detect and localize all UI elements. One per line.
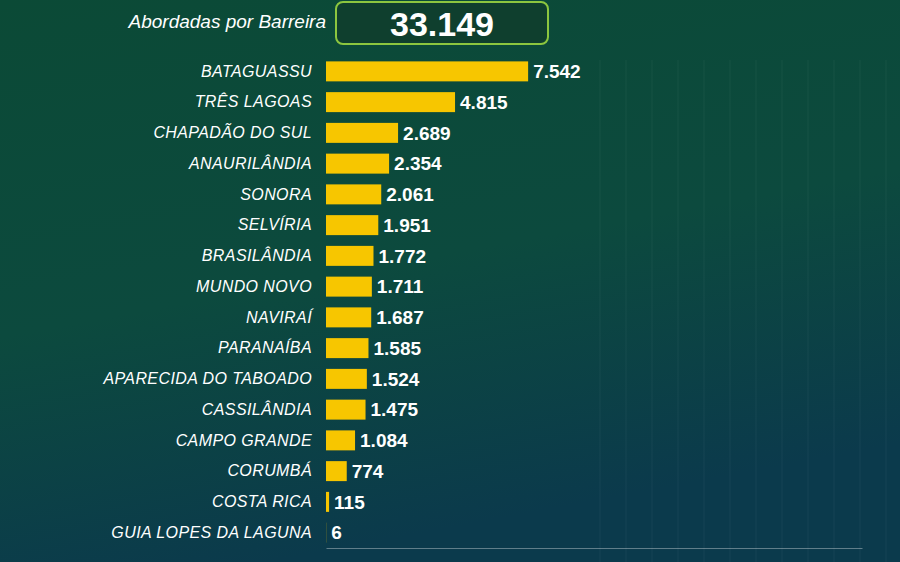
- data-label: 1.524: [372, 369, 420, 390]
- total-box: 33.149: [336, 2, 548, 44]
- title: Abordadas por Barreira: [128, 11, 327, 32]
- y-tick: CAMPO GRANDE: [176, 431, 312, 448]
- category-label: MUNDO NOVO: [196, 278, 312, 295]
- data-label: 1.772: [378, 246, 426, 267]
- y-tick: CASSILÂNDIA: [202, 400, 312, 418]
- bar: [326, 400, 366, 420]
- data-labels: 7.542 4.815 2.689 2.354 2.061 1.951 1.772 1.711…: [331, 61, 581, 543]
- stripe: [704, 60, 705, 562]
- category-label: CASSILÂNDIA: [202, 400, 312, 418]
- y-tick: SELVÍRIA: [238, 215, 312, 233]
- decoration: [600, 60, 886, 562]
- bar: [326, 215, 378, 235]
- data-label: 4.815: [460, 92, 508, 113]
- category-label: CAMPO GRANDE: [176, 431, 312, 448]
- y-tick: SONORA: [240, 185, 312, 202]
- bar: [326, 246, 373, 266]
- category-label: TRÊS LAGOAS: [195, 92, 312, 110]
- stripe: [600, 60, 601, 562]
- y-tick: TRÊS LAGOAS: [195, 92, 312, 110]
- category-label: BRASILÂNDIA: [202, 246, 312, 264]
- category-label: GUIA LOPES DA LAGUNA: [111, 524, 312, 541]
- bar: [326, 277, 372, 297]
- data-label: 2.354: [394, 153, 442, 174]
- bar: [326, 61, 528, 81]
- y-tick: MUNDO NOVO: [196, 278, 312, 295]
- stripe: [834, 60, 835, 562]
- data-label: 1.475: [371, 399, 419, 420]
- category-label: ANAURILÂNDIA: [188, 154, 312, 172]
- bar: [326, 154, 389, 174]
- data-label: 1.084: [360, 430, 408, 451]
- stripe: [886, 60, 887, 562]
- bar: [326, 523, 327, 543]
- stripe: [756, 60, 757, 562]
- data-label: 1.585: [373, 338, 421, 359]
- bar: [326, 123, 398, 143]
- y-tick: CHAPADÃO DO SUL: [153, 123, 312, 141]
- data-label: 1.687: [376, 307, 424, 328]
- stripe: [626, 60, 627, 562]
- bar: [326, 492, 329, 512]
- category-label: PARANAÍBA: [218, 338, 312, 356]
- stripe: [652, 60, 653, 562]
- data-label: 1.951: [383, 215, 431, 236]
- category-label: COSTA RICA: [212, 493, 312, 510]
- y-tick: APARECIDA DO TABOADO: [102, 370, 312, 387]
- y-tick: CORUMBÁ: [227, 461, 312, 479]
- data-label: 2.061: [386, 184, 434, 205]
- y-tick: NAVIRAÍ: [246, 307, 314, 325]
- y-tick: BATAGUASSU: [201, 62, 312, 79]
- y-tick: COSTA RICA: [212, 493, 312, 510]
- stripe: [782, 60, 783, 562]
- data-label: 2.689: [403, 123, 451, 144]
- category-label: SONORA: [240, 185, 312, 202]
- stripe: [730, 60, 731, 562]
- y-tick: PARANAÍBA: [218, 338, 312, 356]
- stripe: [678, 60, 679, 562]
- category-label: SELVÍRIA: [238, 215, 312, 233]
- data-label: 115: [334, 492, 365, 513]
- data-label: 1.711: [377, 276, 424, 297]
- category-label: BATAGUASSU: [201, 62, 312, 79]
- annotation: 33.149: [390, 5, 494, 43]
- bar: [326, 430, 355, 450]
- category-label: NAVIRAÍ: [246, 307, 314, 325]
- bars: [326, 61, 528, 542]
- x-axis: [327, 548, 863, 549]
- bar: [326, 461, 347, 481]
- bar: [326, 92, 455, 112]
- stripe: [808, 60, 809, 562]
- data-label: 774: [352, 461, 384, 482]
- y-tick: GUIA LOPES DA LAGUNA: [111, 524, 312, 541]
- category-label: CHAPADÃO DO SUL: [153, 123, 312, 141]
- total-box-frame: [336, 2, 548, 44]
- background: [0, 0, 900, 562]
- bar: [326, 184, 381, 204]
- x-axis-line: [327, 548, 863, 549]
- stripe: [860, 60, 861, 562]
- bar: [326, 338, 368, 358]
- category-label: CORUMBÁ: [227, 461, 312, 479]
- data-label: 6: [331, 522, 342, 543]
- chart: Abordadas por Barreira 33.149 7.542 4.815 2.…: [0, 0, 900, 562]
- bar: [326, 307, 371, 327]
- y-tick: BRASILÂNDIA: [202, 246, 312, 264]
- category-label: APARECIDA DO TABOADO: [102, 370, 312, 387]
- y-axis: BATAGUASSU TRÊS LAGOAS CHAPADÃO DO SUL ANAU…: [102, 62, 314, 540]
- data-label: 7.542: [533, 61, 581, 82]
- y-tick: ANAURILÂNDIA: [188, 154, 312, 172]
- bar: [326, 369, 367, 389]
